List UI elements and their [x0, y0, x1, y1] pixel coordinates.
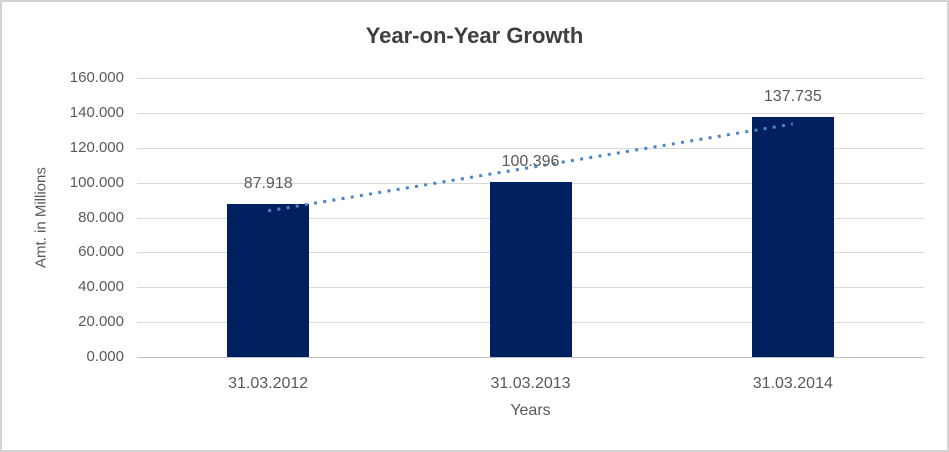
gridline — [137, 112, 924, 114]
y-tick-label: 80.000 — [78, 208, 124, 226]
trendline — [267, 122, 794, 213]
bar-31.03.2012 — [227, 203, 310, 357]
y-tick-label: 0.000 — [86, 348, 124, 365]
y-tick-label: 40.000 — [78, 278, 124, 296]
gridline — [137, 78, 924, 79]
data-label: 87.918 — [243, 174, 293, 192]
bar-31.03.2013 — [489, 181, 572, 357]
y-tick-label: 120.000 — [69, 138, 124, 156]
y-tick-label: 60.000 — [78, 243, 124, 261]
y-tick-label: 20.000 — [78, 313, 124, 331]
x-tick-label: 31.03.2014 — [752, 375, 833, 392]
y-tick-label: 100.000 — [69, 173, 124, 191]
x-axis-title: Years — [510, 402, 551, 419]
bar-31.03.2014 — [751, 116, 834, 357]
gridline — [137, 147, 924, 149]
chart-title: Year-on-Year Growth — [365, 23, 584, 48]
data-label: 100.396 — [501, 152, 560, 170]
y-tick-label: 160.000 — [69, 69, 124, 86]
data-label: 137.735 — [763, 87, 822, 105]
plot-area: 87.918 100.396 137.735 — [137, 78, 924, 358]
x-tick-label: 31.03.2012 — [228, 375, 309, 392]
x-tick-label: 31.03.2013 — [490, 375, 571, 392]
y-tick-label: 140.000 — [69, 103, 124, 121]
